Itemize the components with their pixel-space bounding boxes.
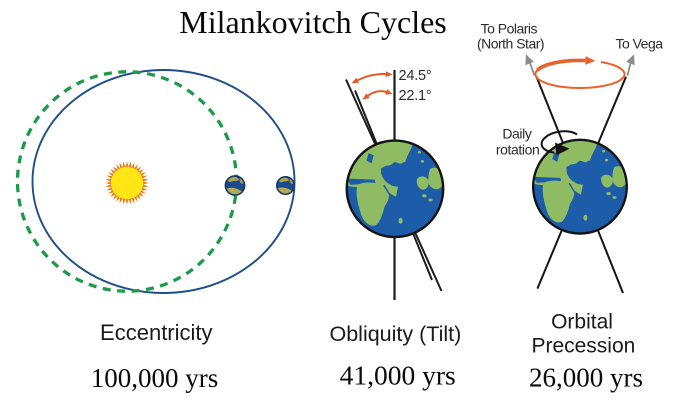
svg-text:41,000 yrs: 41,000 yrs [340,360,456,391]
svg-text:To Polaris: To Polaris [481,21,538,37]
svg-text:(North Star): (North Star) [477,35,544,51]
svg-text:To Vega: To Vega [615,35,663,51]
svg-text:Precession: Precession [531,334,635,357]
svg-text:Obliquity (Tilt): Obliquity (Tilt) [329,322,461,346]
svg-text:24.5°: 24.5° [399,68,432,84]
svg-text:Daily: Daily [502,125,532,141]
svg-text:rotation: rotation [496,141,540,157]
svg-text:26,000 yrs: 26,000 yrs [529,363,643,393]
svg-text:22.1°: 22.1° [399,88,432,104]
svg-text:Eccentricity: Eccentricity [100,320,212,345]
svg-text:Milankovitch Cycles: Milankovitch Cycles [179,4,447,40]
svg-text:100,000 yrs: 100,000 yrs [91,363,219,393]
svg-text:Orbital: Orbital [551,310,613,333]
